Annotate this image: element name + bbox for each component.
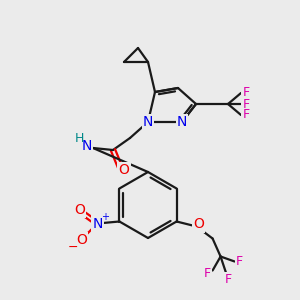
Text: N: N: [177, 115, 187, 129]
Text: F: F: [242, 109, 250, 122]
Text: O: O: [193, 218, 204, 232]
Text: F: F: [236, 255, 243, 268]
Text: H: H: [74, 133, 84, 146]
Text: N: N: [92, 217, 103, 230]
Text: O: O: [74, 202, 85, 217]
Text: F: F: [225, 273, 232, 286]
Text: +: +: [101, 212, 110, 221]
Text: −: −: [68, 241, 79, 254]
Text: N: N: [143, 115, 153, 129]
Text: N: N: [82, 139, 92, 153]
Text: F: F: [204, 267, 211, 280]
Text: F: F: [242, 86, 250, 100]
Text: O: O: [76, 233, 87, 248]
Text: F: F: [242, 98, 250, 110]
Text: O: O: [118, 163, 129, 177]
